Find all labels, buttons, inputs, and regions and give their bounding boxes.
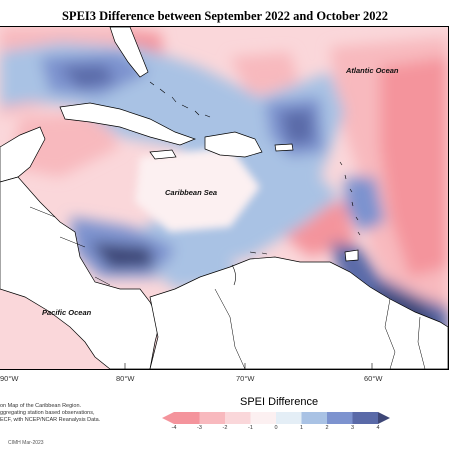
legend-swatch <box>174 412 200 424</box>
border-central-america-2 <box>59 236 86 248</box>
spei-map: Atlantic Ocean Caribbean Sea Pacific Oce… <box>0 27 448 369</box>
legend-swatch <box>276 412 302 424</box>
border-central-america-1 <box>29 206 56 218</box>
legend-tick-label: 3 <box>350 425 355 431</box>
graticule-ticks <box>124 363 373 369</box>
border-central-america-3 <box>94 276 111 286</box>
legend-title: SPEI Difference <box>240 396 319 408</box>
land-trinidad <box>344 249 359 262</box>
country-borders <box>29 206 426 369</box>
legend-tick-label: -4 <box>171 425 177 431</box>
legend-colorbar <box>162 412 390 424</box>
legend-tick-label: -2 <box>222 425 228 431</box>
positive-band-bahamas <box>0 42 345 267</box>
land-florida <box>109 27 149 78</box>
footnote-line-1: on Map of the Caribbean Region. <box>0 403 82 409</box>
positive-core-west <box>60 65 115 89</box>
map-panel: Atlantic Ocean Caribbean Sea Pacific Oce… <box>0 26 449 370</box>
island-outlines <box>149 81 361 286</box>
land-cuba <box>59 102 196 146</box>
longitude-label-60w: 60°W <box>364 374 383 383</box>
negative-zone-atlantic-core <box>380 57 448 277</box>
longitude-label-90w: 90°W <box>0 374 19 383</box>
positive-core-honduras <box>90 242 155 269</box>
land-jamaica <box>149 149 177 160</box>
legend-swatch <box>301 412 327 424</box>
longitude-label-80w: 80°W <box>116 374 135 383</box>
label-atlantic-ocean: Atlantic Ocean <box>345 66 399 75</box>
legend-tick-label: 4 <box>376 425 380 431</box>
positive-zone-lesser-antilles <box>345 177 385 232</box>
legend-arrow-low <box>162 412 174 424</box>
lake-maracaibo <box>231 264 236 286</box>
footnote-line-3: ECF, with NCEP/NCAR Reanalysis Data. <box>0 417 101 423</box>
abc-islands <box>249 251 268 255</box>
legend-tick-label: 2 <box>325 425 329 431</box>
positive-core-east-dark <box>280 109 314 145</box>
legend-tick-label: 1 <box>299 425 304 431</box>
neutral-zone-caribbean <box>135 147 260 232</box>
land-puerto-rico <box>274 143 294 152</box>
legend-swatch <box>327 412 353 424</box>
legend-arrow-high <box>378 412 390 424</box>
legend-tick-label: -3 <box>197 425 202 431</box>
land-masses <box>0 27 448 369</box>
legend-swatch <box>250 412 276 424</box>
legend-tick-label: -1 <box>248 425 253 431</box>
legend-swatch <box>199 412 225 424</box>
longitude-label-70w: 70°W <box>236 374 255 383</box>
label-caribbean-sea: Caribbean Sea <box>165 188 217 197</box>
legend-tick-label: 0 <box>274 425 278 431</box>
map-title: SPEI3 Difference between September 2022 … <box>61 9 388 23</box>
footnote-line-2: ggregating station based observations, <box>0 410 95 416</box>
label-pacific-ocean: Pacific Ocean <box>42 308 92 317</box>
land-hispaniola <box>204 131 263 158</box>
border-colombia-venezuela <box>214 288 246 369</box>
legend-swatch <box>225 412 251 424</box>
border-guyana-suriname <box>417 316 426 369</box>
legend-swatch <box>352 412 378 424</box>
land-south-america <box>149 256 448 369</box>
anomaly-field <box>0 27 448 357</box>
bahamas-islands <box>149 81 211 118</box>
border-venezuela-guyana <box>384 298 396 369</box>
negative-zone-north-central <box>230 52 300 97</box>
lesser-antilles-islands <box>339 161 361 236</box>
credit-text: CIMH Mar-2023 <box>8 440 44 446</box>
